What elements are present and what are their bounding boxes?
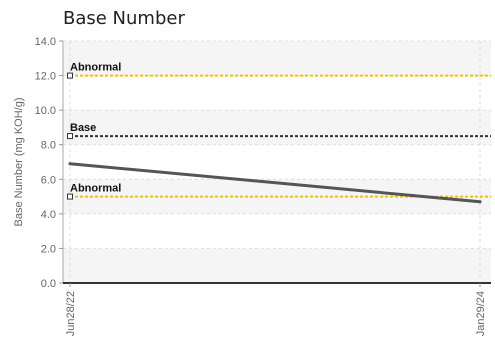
reference-marker <box>67 72 73 79</box>
y-tick-label: 12.0 <box>35 71 56 83</box>
reference-label: Base <box>70 122 96 134</box>
grid-band <box>63 41 491 76</box>
y-tick-label: 2.0 <box>41 243 56 255</box>
grid-band <box>63 248 491 283</box>
reference-marker <box>67 193 73 200</box>
reference-marker <box>67 133 73 140</box>
y-axis-title: Base Number (mg KOH/g) <box>13 98 25 227</box>
y-tick-label: 4.0 <box>41 209 56 221</box>
x-tick-label: Jan29/24 <box>475 291 487 336</box>
y-tick-label: 0.0 <box>41 278 56 290</box>
series-line <box>68 162 482 204</box>
chart-title: Base Number <box>63 8 185 29</box>
y-tick-label: 6.0 <box>41 174 56 186</box>
data-point <box>68 162 72 166</box>
y-tick-label: 8.0 <box>41 140 56 152</box>
y-tick-label: 10.0 <box>35 105 56 117</box>
reference-label: Abnormal <box>70 62 121 74</box>
y-tick-label: 14.0 <box>35 36 56 48</box>
grid-band <box>63 110 491 145</box>
reference-label: Abnormal <box>70 183 121 195</box>
x-tick-label: Jun28/22 <box>65 291 77 336</box>
data-point <box>478 200 482 204</box>
